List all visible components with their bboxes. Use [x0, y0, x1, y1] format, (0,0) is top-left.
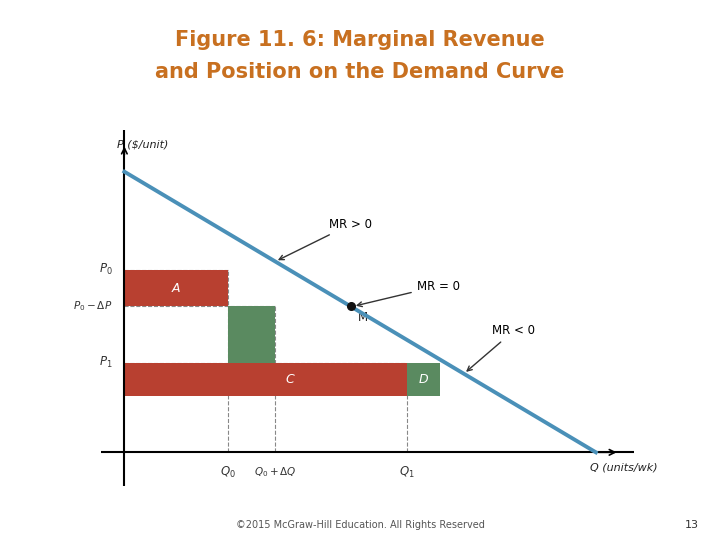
Text: D: D [419, 373, 428, 386]
Text: $P_0-\Delta P$: $P_0-\Delta P$ [73, 300, 112, 313]
Text: $P_1$: $P_1$ [99, 355, 112, 370]
Text: C: C [285, 373, 294, 386]
Text: P ($/unit): P ($/unit) [117, 139, 168, 149]
Bar [408, 362, 441, 396]
Bar [228, 306, 275, 396]
Text: Figure 11. 6: Marginal Revenue: Figure 11. 6: Marginal Revenue [175, 30, 545, 50]
Text: $P_0$: $P_0$ [99, 262, 112, 278]
Text: A: A [172, 282, 181, 295]
Text: $Q_1$: $Q_1$ [400, 465, 415, 480]
Text: MR > 0: MR > 0 [279, 218, 372, 260]
Text: MR < 0: MR < 0 [467, 325, 535, 371]
Bar [125, 270, 228, 306]
Text: M: M [358, 310, 368, 323]
Text: B: B [248, 212, 256, 225]
Text: Q (units/wk): Q (units/wk) [590, 462, 658, 472]
Text: ©2015 McGraw-Hill Education. All Rights Reserved: ©2015 McGraw-Hill Education. All Rights … [235, 520, 485, 530]
Text: $Q_0+\Delta Q$: $Q_0+\Delta Q$ [254, 465, 297, 479]
Text: and Position on the Demand Curve: and Position on the Demand Curve [156, 62, 564, 82]
Text: $Q_0$: $Q_0$ [220, 465, 236, 480]
Bar [125, 362, 408, 396]
Text: 13: 13 [685, 520, 698, 530]
Text: MR = 0: MR = 0 [357, 280, 459, 307]
